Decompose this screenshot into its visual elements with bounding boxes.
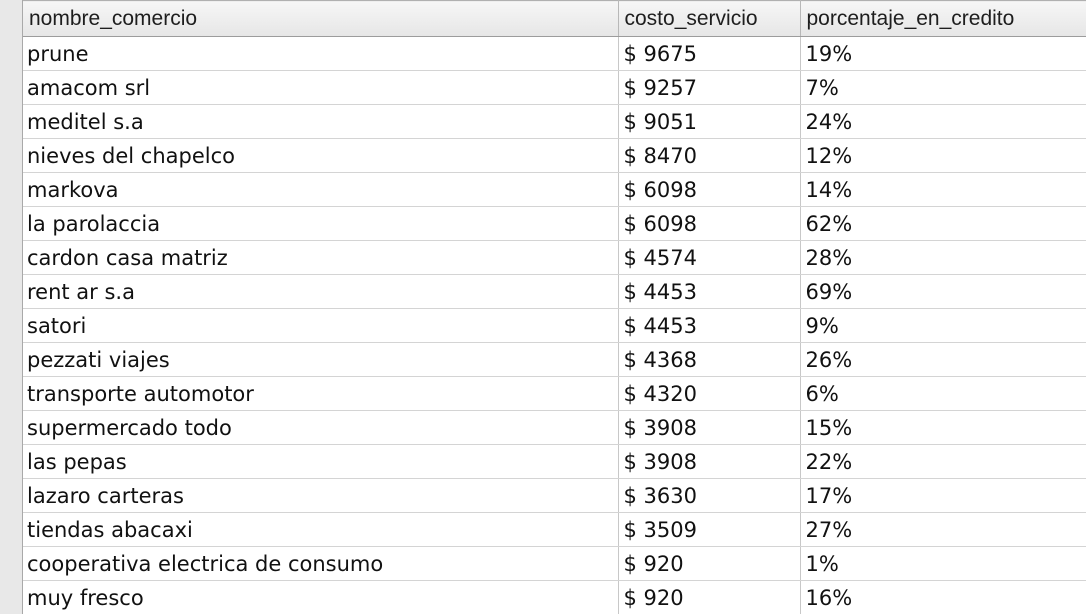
cell-nombre-comercio[interactable]: la parolaccia [23,206,619,241]
cell-porcentaje-en-credito[interactable]: 9% [800,308,1086,343]
cell-costo-servicio[interactable]: $ 8470 [618,138,801,173]
cell-costo-servicio[interactable]: $ 4453 [618,274,801,309]
table-row[interactable]: cooperativa electrica de consumo $ 920 1% [23,546,1086,581]
cell-costo-servicio[interactable]: $ 3908 [618,444,801,479]
cell-nombre-comercio[interactable]: supermercado todo [23,410,619,445]
cell-costo-servicio[interactable]: $ 4368 [618,342,801,377]
cell-nombre-comercio[interactable]: lazaro carteras [23,478,619,513]
cell-costo-servicio[interactable]: $ 4453 [618,308,801,343]
cell-nombre-comercio[interactable]: las pepas [23,444,619,479]
cell-costo-servicio[interactable]: $ 9051 [618,104,801,139]
cell-porcentaje-en-credito[interactable]: 7% [800,70,1086,105]
cell-porcentaje-en-credito[interactable]: 27% [800,512,1086,547]
cell-costo-servicio[interactable]: $ 920 [618,546,801,581]
results-table: nombre_comercio costo_servicio porcentaj… [23,0,1086,614]
cell-costo-servicio[interactable]: $ 4320 [618,376,801,411]
cell-nombre-comercio[interactable]: muy fresco [23,580,619,614]
table-row[interactable]: tiendas abacaxi $ 3509 27% [23,512,1086,547]
cell-nombre-comercio[interactable]: prune [23,36,619,71]
cell-costo-servicio[interactable]: $ 9675 [618,36,801,71]
table-row[interactable]: meditel s.a $ 9051 24% [23,104,1086,139]
cell-porcentaje-en-credito[interactable]: 19% [800,36,1086,71]
table-row[interactable]: la parolaccia $ 6098 62% [23,206,1086,241]
cell-porcentaje-en-credito[interactable]: 62% [800,206,1086,241]
cell-nombre-comercio[interactable]: markova [23,172,619,207]
cell-costo-servicio[interactable]: $ 6098 [618,172,801,207]
table-row[interactable]: muy fresco $ 920 16% [23,580,1086,614]
table-row[interactable]: rent ar s.a $ 4453 69% [23,274,1086,309]
cell-nombre-comercio[interactable]: rent ar s.a [23,274,619,309]
cell-nombre-comercio[interactable]: pezzati viajes [23,342,619,377]
cell-porcentaje-en-credito[interactable]: 6% [800,376,1086,411]
cell-costo-servicio[interactable]: $ 9257 [618,70,801,105]
column-header-porcentaje-en-credito[interactable]: porcentaje_en_credito [800,0,1086,37]
table-row[interactable]: prune $ 9675 19% [23,36,1086,71]
cell-porcentaje-en-credito[interactable]: 12% [800,138,1086,173]
cell-nombre-comercio[interactable]: meditel s.a [23,104,619,139]
cell-porcentaje-en-credito[interactable]: 69% [800,274,1086,309]
cell-porcentaje-en-credito[interactable]: 16% [800,580,1086,614]
column-header-costo-servicio[interactable]: costo_servicio [618,0,801,37]
table-body: prune $ 9675 19% amacom srl $ 9257 7% meditel … [23,36,1086,614]
table-row[interactable]: supermercado todo $ 3908 15% [23,410,1086,445]
table-row[interactable]: markova $ 6098 14% [23,172,1086,207]
cell-porcentaje-en-credito[interactable]: 14% [800,172,1086,207]
cell-porcentaje-en-credito[interactable]: 17% [800,478,1086,513]
table-row[interactable]: amacom srl $ 9257 7% [23,70,1086,105]
cell-nombre-comercio[interactable]: transporte automotor [23,376,619,411]
table-row[interactable]: pezzati viajes $ 4368 26% [23,342,1086,377]
table-row[interactable]: cardon casa matriz $ 4574 28% [23,240,1086,275]
table-row[interactable]: nieves del chapelco $ 8470 12% [23,138,1086,173]
cell-costo-servicio[interactable]: $ 6098 [618,206,801,241]
cell-costo-servicio[interactable]: $ 4574 [618,240,801,275]
results-table-container[interactable]: nombre_comercio costo_servicio porcentaj… [22,0,1086,614]
table-row[interactable]: transporte automotor $ 4320 6% [23,376,1086,411]
cell-nombre-comercio[interactable]: satori [23,308,619,343]
cell-nombre-comercio[interactable]: amacom srl [23,70,619,105]
cell-porcentaje-en-credito[interactable]: 26% [800,342,1086,377]
cell-costo-servicio[interactable]: $ 3630 [618,478,801,513]
row-header-gutter [0,0,22,614]
cell-nombre-comercio[interactable]: nieves del chapelco [23,138,619,173]
cell-nombre-comercio[interactable]: cardon casa matriz [23,240,619,275]
cell-porcentaje-en-credito[interactable]: 22% [800,444,1086,479]
cell-porcentaje-en-credito[interactable]: 1% [800,546,1086,581]
cell-costo-servicio[interactable]: $ 920 [618,580,801,614]
cell-porcentaje-en-credito[interactable]: 24% [800,104,1086,139]
table-row[interactable]: las pepas $ 3908 22% [23,444,1086,479]
cell-costo-servicio[interactable]: $ 3908 [618,410,801,445]
table-row[interactable]: satori $ 4453 9% [23,308,1086,343]
cell-nombre-comercio[interactable]: cooperativa electrica de consumo [23,546,619,581]
cell-porcentaje-en-credito[interactable]: 15% [800,410,1086,445]
table-row[interactable]: lazaro carteras $ 3630 17% [23,478,1086,513]
table-header-row: nombre_comercio costo_servicio porcentaj… [23,0,1086,37]
cell-nombre-comercio[interactable]: tiendas abacaxi [23,512,619,547]
cell-costo-servicio[interactable]: $ 3509 [618,512,801,547]
column-header-nombre-comercio[interactable]: nombre_comercio [23,0,619,37]
cell-porcentaje-en-credito[interactable]: 28% [800,240,1086,275]
